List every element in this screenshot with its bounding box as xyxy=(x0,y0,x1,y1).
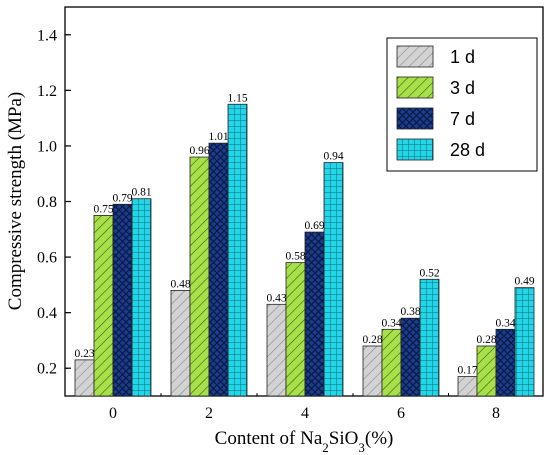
data-label: 0.28 xyxy=(362,334,382,346)
bar-3d-0 xyxy=(93,214,114,397)
bar-28d-2 xyxy=(227,103,248,397)
bar-7d-8 xyxy=(495,328,516,397)
legend-label: 7 d xyxy=(450,109,475,129)
x-tick-label: 4 xyxy=(301,405,309,422)
data-label: 1.01 xyxy=(208,131,228,143)
bar-3d-6 xyxy=(381,328,402,397)
bar-28d-6 xyxy=(419,278,440,397)
legend-label: 3 d xyxy=(450,78,475,98)
x-axis-title-mid: SiO xyxy=(329,428,359,449)
y-tick-label: 0.6 xyxy=(37,250,57,267)
bar-1d-0 xyxy=(74,359,95,397)
x-axis-title-sub1: 2 xyxy=(322,440,329,455)
data-label: 0.96 xyxy=(189,145,209,157)
bar-28d-8 xyxy=(514,287,535,397)
bar-7d-6 xyxy=(400,317,421,397)
data-label: 0.38 xyxy=(400,306,420,318)
x-axis-title: Content of Na2SiO3(%) xyxy=(215,428,394,455)
legend-label: 28 d xyxy=(450,140,485,160)
data-label: 0.34 xyxy=(495,317,515,329)
bar-7d-4 xyxy=(304,231,325,397)
data-label: 0.43 xyxy=(266,292,286,304)
data-label: 0.28 xyxy=(476,334,496,346)
x-tick-label: 8 xyxy=(492,405,500,422)
x-tick-label: 0 xyxy=(109,405,117,422)
y-tick-label: 0.4 xyxy=(37,305,57,322)
bar-1d-6 xyxy=(362,345,383,397)
bar-3d-8 xyxy=(476,345,497,397)
y-axis-title: Compressive strength (MPa) xyxy=(5,92,26,310)
x-tick-label: 2 xyxy=(205,405,213,422)
legend-swatch xyxy=(396,107,434,130)
legend-swatch xyxy=(396,45,434,68)
data-label: 0.34 xyxy=(381,317,401,329)
data-label: 0.17 xyxy=(457,365,477,377)
bar-3d-4 xyxy=(285,262,306,397)
legend-swatch xyxy=(396,138,434,161)
y-tick-label: 1.4 xyxy=(37,27,57,44)
data-label: 0.69 xyxy=(304,220,324,232)
data-label-group: 0.23 0.48 0.43 0.28 0.17 0.75 0.96 0.58 0.34 0.28… xyxy=(74,92,534,376)
y-tick-label: 0.8 xyxy=(37,194,57,211)
bar-1d-4 xyxy=(266,303,287,397)
y-axis: 0.2 0.4 0.6 0.8 1.0 1.2 1.4 xyxy=(37,27,71,378)
data-label: 0.49 xyxy=(514,276,534,288)
data-label: 0.52 xyxy=(419,267,439,279)
data-label: 0.58 xyxy=(285,251,305,263)
data-label: 0.94 xyxy=(323,151,343,163)
bar-series-group xyxy=(74,103,535,397)
x-axis-title-suffix: (%) xyxy=(365,428,393,449)
bar-28d-0 xyxy=(131,198,152,397)
x-axis-title-prefix: Content of Na xyxy=(215,428,323,449)
bar-1d-2 xyxy=(170,290,191,397)
y-tick-label: 1.0 xyxy=(37,138,57,155)
legend-label: 1 d xyxy=(450,47,475,67)
data-label: 0.75 xyxy=(93,203,113,215)
data-label: 0.48 xyxy=(170,278,190,290)
data-label: 1.15 xyxy=(227,92,247,104)
x-tick-label: 6 xyxy=(397,405,405,422)
bar-3d-2 xyxy=(189,156,210,397)
data-label: 0.79 xyxy=(112,192,132,204)
y-tick-label: 1.2 xyxy=(37,83,57,100)
bar-7d-0 xyxy=(112,203,133,397)
y-tick-label: 0.2 xyxy=(37,361,57,378)
legend: 1 d 3 d 7 d 28 d xyxy=(386,37,538,172)
x-axis-title-sub2: 3 xyxy=(358,440,365,455)
bar-1d-8 xyxy=(457,376,478,397)
bar-7d-2 xyxy=(208,142,229,397)
data-label: 0.81 xyxy=(131,187,151,199)
data-label: 0.23 xyxy=(74,348,94,360)
legend-swatch xyxy=(396,76,434,99)
bar-28d-4 xyxy=(323,162,344,397)
